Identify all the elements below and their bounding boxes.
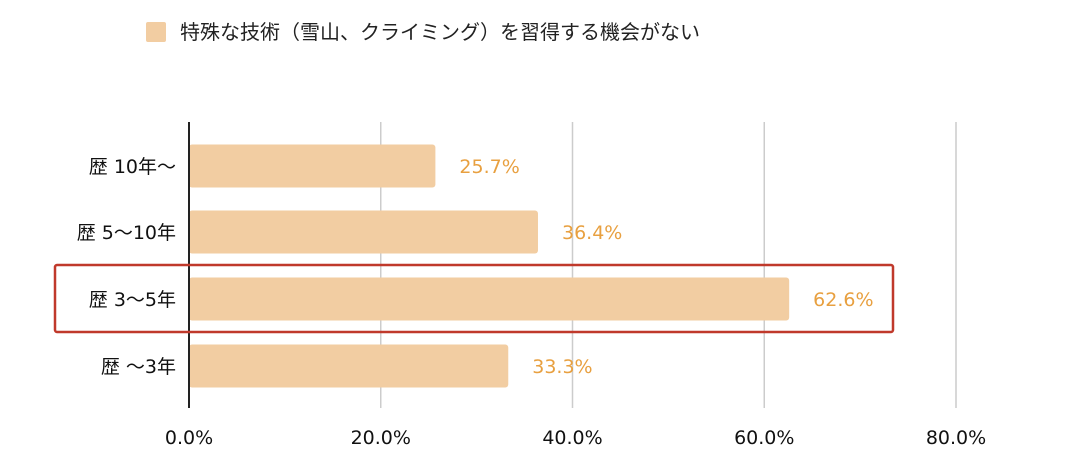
value-label-1: 36.4%	[562, 222, 622, 244]
x-tick-label-3: 60.0%	[734, 427, 794, 449]
x-tick-label-0: 0.0%	[165, 427, 213, 449]
bar-0	[189, 144, 436, 188]
value-label-2: 62.6%	[813, 289, 873, 311]
x-tick-label-1: 20.0%	[351, 427, 411, 449]
category-label-3: 歴 〜3年	[101, 356, 176, 378]
value-label-0: 25.7%	[459, 156, 519, 178]
legend-label: 特殊な技術（雪山、クライミング）を習得する機会がない	[180, 20, 700, 44]
bar-3	[189, 344, 509, 388]
x-tick-label-2: 40.0%	[542, 427, 602, 449]
category-label-2: 歴 3〜5年	[89, 289, 176, 311]
value-label-3: 33.3%	[532, 356, 592, 378]
legend-swatch	[146, 22, 166, 42]
category-label-0: 歴 10年〜	[89, 156, 176, 178]
category-label-1: 歴 5〜10年	[77, 222, 176, 244]
bar-2	[189, 277, 790, 321]
x-tick-label-4: 80.0%	[926, 427, 986, 449]
highlight-box	[53, 263, 895, 334]
bar-1	[189, 210, 538, 254]
